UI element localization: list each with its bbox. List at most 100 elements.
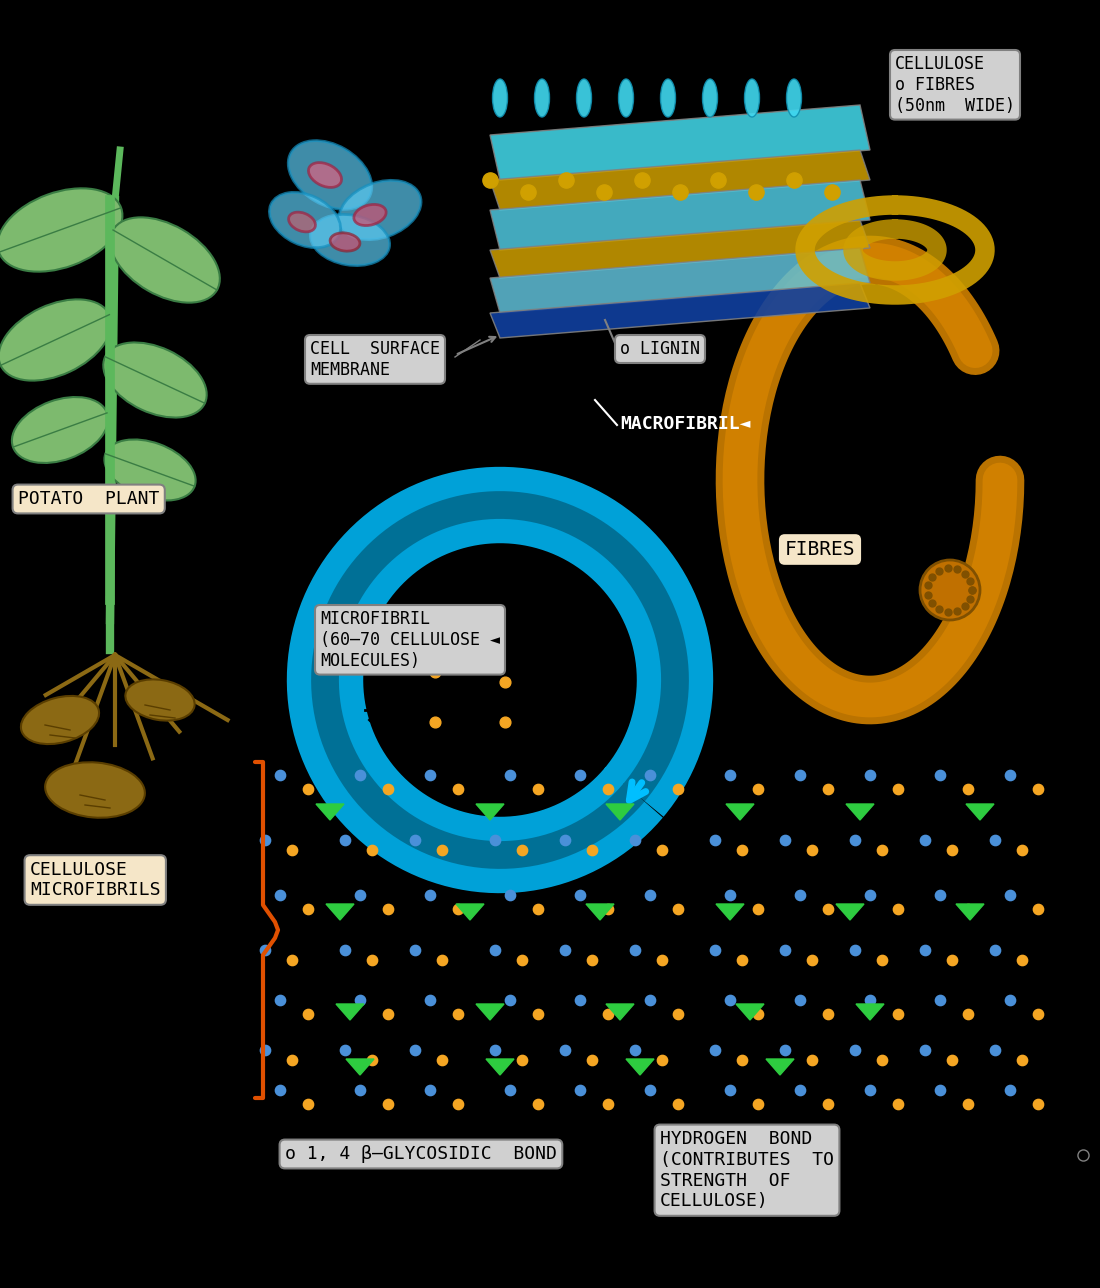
Point (626, 940, 644, 961)
Ellipse shape (21, 696, 99, 744)
Point (272, 1079, 289, 1100)
Point (583, 840, 601, 860)
Polygon shape (490, 220, 870, 278)
Text: CELL  SURFACE
MEMBRANE: CELL SURFACE MEMBRANE (310, 340, 440, 379)
Point (777, 940, 794, 961)
Point (557, 1039, 574, 1060)
Point (1030, 779, 1047, 800)
Polygon shape (856, 1005, 884, 1020)
Point (710, 170, 727, 191)
Point (406, 1039, 424, 1060)
Point (889, 1003, 906, 1024)
Point (943, 949, 960, 970)
Ellipse shape (0, 188, 122, 272)
Point (626, 1039, 644, 1060)
Ellipse shape (110, 218, 220, 303)
Point (961, 571, 979, 591)
Text: MICROFIBRIL
(60–70 CELLULOSE ◄
MOLECULES): MICROFIBRIL (60–70 CELLULOSE ◄ MOLECULES… (320, 611, 500, 670)
Point (337, 829, 354, 850)
Point (426, 662, 443, 683)
Point (932, 885, 949, 905)
Point (791, 765, 808, 786)
Point (449, 1003, 466, 1024)
Point (791, 1079, 808, 1100)
Point (669, 1003, 686, 1024)
Point (557, 940, 574, 961)
Point (948, 600, 966, 621)
Point (820, 1094, 837, 1114)
Point (803, 1050, 821, 1070)
Point (939, 601, 957, 622)
Ellipse shape (786, 79, 802, 117)
Ellipse shape (12, 397, 108, 462)
Text: o 1, 4 β–GLYCOSIDIC  BOND: o 1, 4 β–GLYCOSIDIC BOND (285, 1145, 557, 1163)
Point (734, 949, 751, 970)
Point (379, 1094, 397, 1114)
Point (406, 940, 424, 961)
Point (514, 949, 531, 970)
Text: MACROFIBRIL◄: MACROFIBRIL◄ (620, 415, 750, 433)
Polygon shape (966, 804, 994, 820)
Point (706, 829, 724, 850)
Point (948, 559, 966, 580)
Point (964, 580, 981, 600)
Point (722, 765, 739, 786)
Point (722, 1079, 739, 1100)
Point (987, 1039, 1004, 1060)
Point (379, 899, 397, 920)
Point (351, 989, 369, 1010)
Point (873, 1050, 891, 1070)
Point (961, 589, 979, 609)
Point (653, 1050, 671, 1070)
Point (433, 840, 451, 860)
Point (889, 779, 906, 800)
Polygon shape (716, 904, 744, 920)
Ellipse shape (308, 162, 341, 188)
Point (916, 829, 934, 850)
Ellipse shape (493, 79, 507, 117)
Point (557, 829, 574, 850)
Point (791, 885, 808, 905)
Point (1030, 899, 1047, 920)
Text: CELL  WALL: CELL WALL (603, 58, 737, 79)
Point (916, 940, 934, 961)
Point (959, 779, 977, 800)
Point (1030, 1003, 1047, 1024)
Point (931, 599, 948, 620)
Point (626, 829, 644, 850)
Point (931, 560, 948, 581)
Point (820, 1003, 837, 1024)
Polygon shape (586, 904, 614, 920)
Point (943, 840, 960, 860)
Ellipse shape (0, 299, 111, 381)
Point (433, 1050, 451, 1070)
Point (1001, 1079, 1019, 1100)
Ellipse shape (618, 79, 634, 117)
Polygon shape (490, 149, 870, 210)
Polygon shape (726, 804, 754, 820)
Ellipse shape (104, 439, 196, 501)
Point (873, 840, 891, 860)
Polygon shape (336, 1005, 364, 1020)
Point (669, 1094, 686, 1114)
Point (363, 840, 381, 860)
Text: CELLULOSE
MICROFIBRILS: CELLULOSE MICROFIBRILS (30, 860, 161, 899)
Point (803, 949, 821, 970)
Point (426, 712, 443, 733)
Ellipse shape (576, 79, 592, 117)
Point (600, 1094, 617, 1114)
Text: POTATO  PLANT: POTATO PLANT (18, 489, 160, 507)
Point (529, 779, 547, 800)
Point (734, 840, 751, 860)
Point (486, 940, 504, 961)
Point (481, 170, 498, 191)
Point (272, 765, 289, 786)
Polygon shape (956, 904, 984, 920)
Point (846, 1039, 864, 1060)
Point (529, 899, 547, 920)
Point (502, 765, 519, 786)
Ellipse shape (703, 79, 717, 117)
Point (889, 899, 906, 920)
Point (337, 940, 354, 961)
Point (1030, 1094, 1047, 1114)
